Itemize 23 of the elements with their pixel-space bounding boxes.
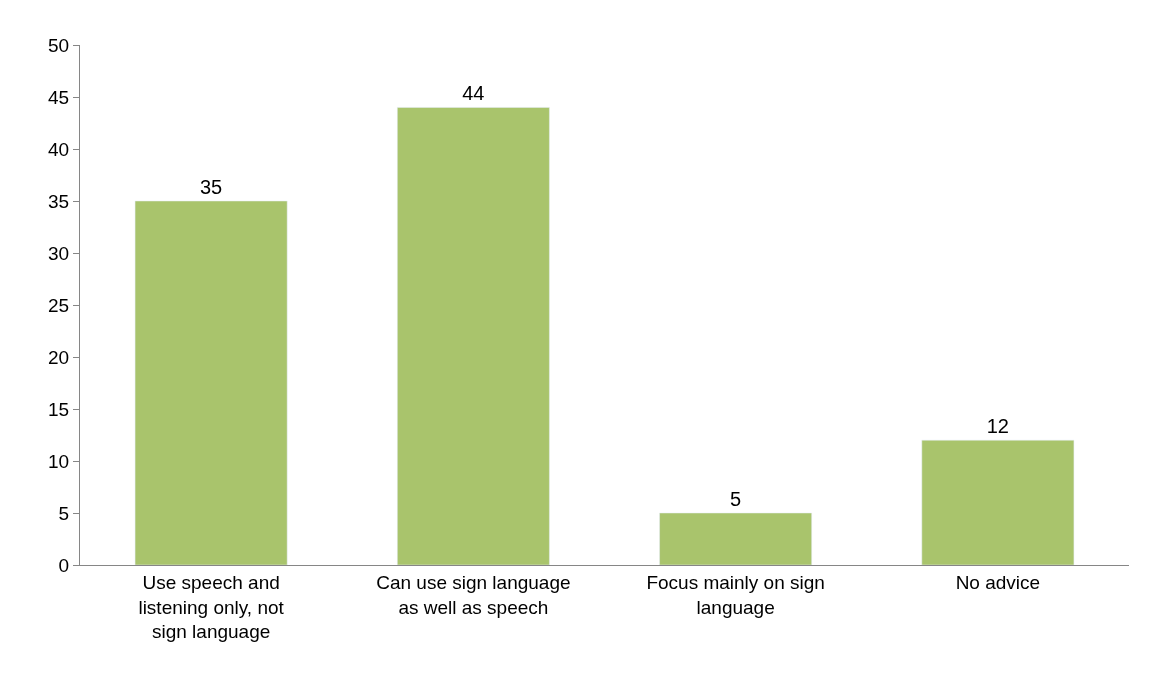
- data-label: 35: [200, 176, 223, 198]
- bar: [397, 107, 550, 565]
- y-tick-label: 30: [48, 242, 70, 264]
- data-label: 5: [730, 488, 742, 510]
- y-tick-label: 10: [48, 450, 70, 472]
- y-tick-label: 20: [48, 346, 70, 368]
- x-tick-label: Focus mainly on sign language: [646, 571, 825, 618]
- x-tick-label: No advice: [955, 571, 1041, 593]
- y-tick-label: 15: [48, 398, 70, 420]
- y-tick-label: 25: [48, 294, 70, 316]
- y-tick-label: 35: [48, 190, 70, 212]
- y-tick-label: 50: [48, 34, 70, 56]
- data-label: 12: [986, 415, 1009, 438]
- x-tick-label: Can use sign language as well as speech: [376, 571, 571, 618]
- bar: [659, 512, 812, 565]
- x-tick-label: Use speech and listening only, not sign language: [138, 571, 285, 643]
- y-tick-label: 45: [48, 86, 70, 108]
- y-tick-label: 0: [58, 554, 70, 576]
- y-tick-label: 5: [58, 502, 70, 524]
- bar: [134, 200, 288, 565]
- y-tick-label: 40: [48, 138, 70, 160]
- bar: [921, 439, 1075, 565]
- data-label: 44: [462, 82, 485, 105]
